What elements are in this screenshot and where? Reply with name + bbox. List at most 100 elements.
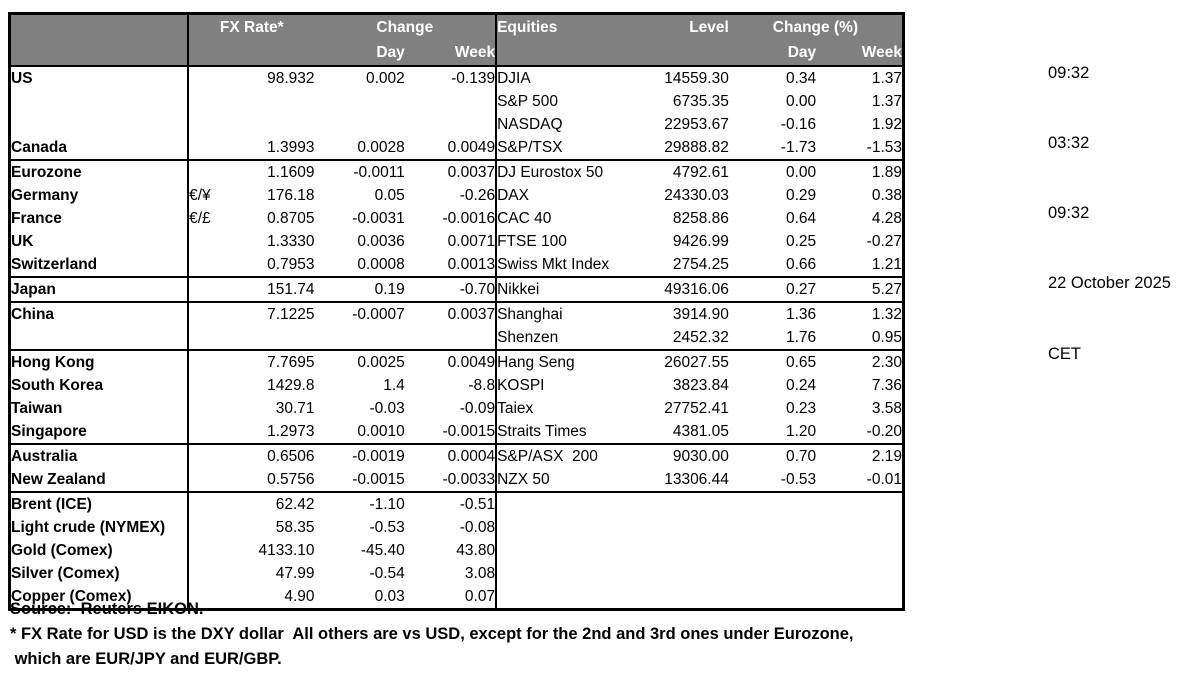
table-row: Germany €/¥ 176.18 0.05 -0.26 DAX 24330.03 0.29… (9, 184, 904, 207)
table-row: China 7.1225 -0.0007 0.0037 Shanghai 3914.90 1… (9, 302, 904, 326)
currency-pair-cell (188, 253, 225, 278)
fx-rate-cell (224, 113, 314, 136)
equity-change-day-cell: 0.34 (785, 69, 817, 87)
fx-rate-cell: 0.7953 (224, 253, 315, 278)
equity-name-cell: NASDAQ (495, 113, 641, 136)
fx-change-week-cell: 0.0013 (404, 253, 497, 278)
country-label-cell: Silver (Comex) (9, 562, 190, 585)
equity-change-week-cell: 2.19 (871, 447, 902, 465)
country-label-cell: UK (9, 230, 190, 253)
currency-pair-cell (188, 374, 224, 397)
currency-pair-cell (188, 160, 224, 184)
fx-change-day-cell (315, 90, 405, 113)
fx-rate-cell: 98.932 (267, 69, 315, 87)
fx-change-week-cell: -0.09 (459, 399, 496, 417)
header-level: Level (640, 13, 729, 40)
equity-name-cell: Hang Seng (495, 350, 641, 374)
fx-change-day-cell: 0.05 (374, 186, 405, 204)
fx-rate-cell: 1.3993 (224, 136, 315, 161)
header-change: Change (314, 13, 497, 40)
equity-name-cell: Taiex (495, 397, 641, 420)
currency-pair-cell: €/¥ (189, 186, 211, 204)
fx-rate-cell: 4.90 (284, 587, 315, 605)
timestamp-us-equities: 03:32 (1048, 134, 1090, 153)
fx-change-week-cell: -0.08 (459, 518, 496, 536)
table-row: Canada 1.3993 0.0028 0.0049 S&P/TSX 29888.82-… (9, 136, 904, 161)
table-row: Singapore 1.2973 0.0010 -0.0015 Straits Time… (9, 420, 904, 445)
country-label-cell: Eurozone (9, 160, 190, 184)
fx-rate-cell: 47.99 (275, 564, 315, 582)
equity-change-week-cell: 7.36 (871, 376, 902, 394)
equity-change-day-cell (729, 516, 816, 539)
equity-change-day-cell: 1.20 (728, 420, 817, 445)
table-row: Gold (Comex) 4133.10 -45.40 43.80 (9, 539, 904, 562)
fx-rate-cell: 0.5756 (224, 468, 315, 493)
country-label-cell: Brent (ICE) (9, 492, 190, 516)
country-label-cell (9, 113, 190, 136)
equity-level-cell (641, 539, 729, 562)
country-label-cell (9, 90, 190, 113)
fx-change-week-cell: -0.26 (459, 186, 496, 204)
equity-change-week-cell: 1.37 (871, 69, 902, 87)
timestamp-block: 09:32 03:32 09:32 22 October 2025 CET (1048, 15, 1171, 390)
equity-change-week-cell (816, 492, 903, 516)
currency-pair-cell (188, 136, 225, 161)
table-row: Eurozone 1.1609 -0.0011 0.0037 DJ Eurostox 5… (9, 160, 904, 184)
fx-change-day-cell: 0.0036 (357, 232, 405, 250)
currency-pair-cell: €/£ (189, 209, 211, 227)
fx-rate-cell: 7.7695 (267, 353, 315, 371)
fx-change-week-cell: 0.0049 (404, 136, 497, 161)
header-row-2: Day Week Day Week (9, 40, 904, 67)
country-label-cell: Taiwan (9, 397, 190, 420)
equity-change-week-cell: -0.27 (866, 232, 902, 250)
fx-change-week-cell (405, 113, 496, 136)
equity-change-week-cell: 1.32 (871, 305, 902, 323)
table-row: UK 1.3330 0.0036 0.0071 FTSE 100 9426.99 0.25 -… (9, 230, 904, 253)
table-row: NASDAQ 22953.67 -0.16 1.92 (9, 113, 904, 136)
fx-change-day-cell: -0.0015 (314, 468, 405, 493)
equity-change-day-cell: 0.24 (785, 376, 817, 394)
fx-rate-cell: 58.35 (275, 518, 315, 536)
fx-change-day-cell: 0.19 (314, 277, 405, 303)
table-row: Brent (ICE) 62.42 -1.10 -0.51 (9, 492, 904, 516)
header-blank (495, 40, 641, 67)
equity-change-day-cell (729, 585, 816, 610)
fx-change-day-cell: -0.53 (369, 518, 405, 536)
equity-name-cell (495, 585, 641, 610)
table-row: Light crude (NYMEX) 58.35 -0.53 -0.08 (9, 516, 904, 539)
equity-level-cell: 2754.25 (640, 253, 729, 278)
equity-change-day-cell: 0.23 (785, 399, 817, 417)
timestamp-fx: 09:32 (1048, 63, 1090, 82)
equity-level-cell: 6735.35 (672, 92, 729, 110)
currency-pair-cell (188, 516, 224, 539)
equity-level-cell (641, 516, 729, 539)
fx-change-day-cell: 0.0010 (314, 420, 405, 445)
currency-pair-cell (188, 539, 224, 562)
table-row: Switzerland 0.7953 0.0008 0.0013 Swiss Mkt I… (9, 253, 904, 278)
equity-change-day-cell: -0.16 (780, 115, 817, 133)
equity-name-cell (495, 539, 641, 562)
source-note: Source: Reuters EIKON. (10, 600, 204, 618)
equity-name-cell: Straits Times (495, 420, 641, 445)
equity-change-week-cell: 2.30 (871, 353, 902, 371)
currency-pair-cell (188, 397, 224, 420)
country-label-cell: New Zealand (9, 468, 190, 493)
fx-change-day-cell: -45.40 (360, 541, 405, 559)
fx-change-week-cell: -0.70 (404, 277, 497, 303)
fx-change-week-cell: 0.07 (464, 587, 496, 605)
currency-pair-cell (188, 444, 224, 468)
country-label-cell: France (9, 207, 190, 230)
fx-rate-cell: 176.18 (267, 186, 315, 204)
header-blank (640, 40, 729, 67)
fx-rate-cell: 1429.8 (267, 376, 315, 394)
equity-change-day-cell: 0.00 (785, 163, 817, 181)
header-blank-corner (9, 13, 190, 40)
equity-name-cell: Nikkei (495, 277, 641, 303)
equity-level-cell: 22953.67 (664, 115, 729, 133)
equity-name-cell: KOSPI (495, 374, 641, 397)
fx-rate-cell: 7.1225 (267, 305, 315, 323)
equity-level-cell (641, 585, 729, 610)
header-eq-day: Day (728, 40, 817, 67)
country-label-cell (9, 326, 190, 351)
fx-rate-cell (224, 90, 314, 113)
